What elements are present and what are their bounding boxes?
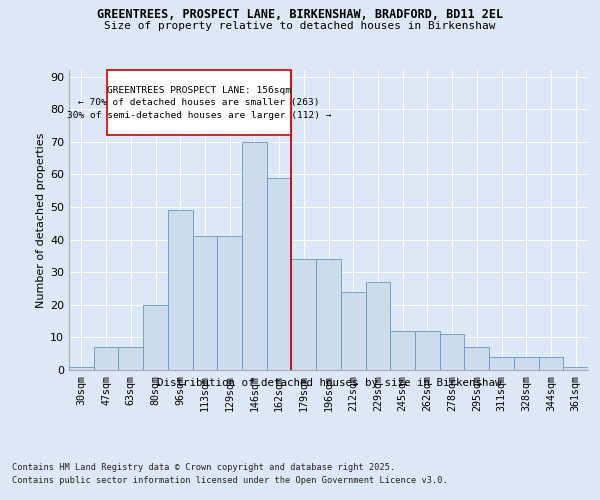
Text: GREENTREES, PROSPECT LANE, BIRKENSHAW, BRADFORD, BD11 2EL: GREENTREES, PROSPECT LANE, BIRKENSHAW, B…: [97, 8, 503, 20]
Bar: [94, 347, 118, 370]
Bar: [217, 236, 242, 370]
Text: GREENTREES PROSPECT LANE: 156sqm
← 70% of detached houses are smaller (263)
30% : GREENTREES PROSPECT LANE: 156sqm ← 70% o…: [67, 86, 331, 119]
Bar: [539, 357, 563, 370]
Text: Contains public sector information licensed under the Open Government Licence v3: Contains public sector information licen…: [12, 476, 448, 485]
Bar: [69, 366, 94, 370]
Bar: [415, 331, 440, 370]
Text: Size of property relative to detached houses in Birkenshaw: Size of property relative to detached ho…: [104, 21, 496, 31]
Bar: [514, 357, 539, 370]
Bar: [563, 366, 588, 370]
Bar: [316, 259, 341, 370]
FancyBboxPatch shape: [107, 70, 291, 135]
Bar: [292, 259, 316, 370]
Bar: [242, 142, 267, 370]
Bar: [118, 347, 143, 370]
Bar: [440, 334, 464, 370]
Bar: [267, 178, 292, 370]
Text: Distribution of detached houses by size in Birkenshaw: Distribution of detached houses by size …: [157, 378, 501, 388]
Bar: [464, 347, 489, 370]
Bar: [489, 357, 514, 370]
Bar: [365, 282, 390, 370]
Text: Contains HM Land Registry data © Crown copyright and database right 2025.: Contains HM Land Registry data © Crown c…: [12, 462, 395, 471]
Bar: [390, 331, 415, 370]
Bar: [341, 292, 365, 370]
Bar: [168, 210, 193, 370]
Y-axis label: Number of detached properties: Number of detached properties: [36, 132, 46, 308]
Bar: [143, 305, 168, 370]
Bar: [193, 236, 217, 370]
